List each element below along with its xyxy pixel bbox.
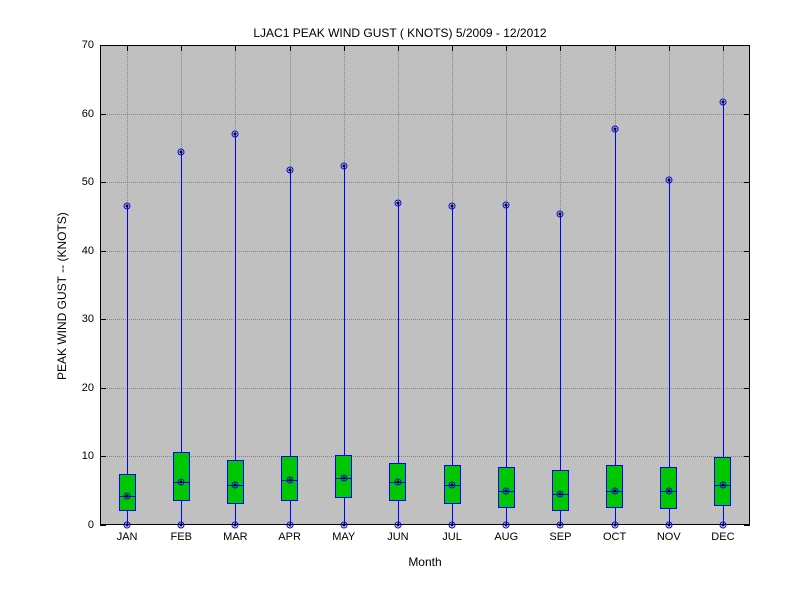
xtick-label: OCT (603, 531, 626, 543)
ytick-label: 70 (72, 39, 94, 51)
ytick (100, 251, 106, 252)
ytick (100, 114, 106, 115)
ytick (100, 182, 106, 183)
marker-dot (667, 489, 670, 492)
gridline-h (100, 319, 750, 320)
xtick (290, 45, 291, 51)
ytick (744, 525, 750, 526)
xtick-label: MAY (332, 531, 355, 543)
ytick-label: 10 (72, 450, 94, 462)
ytick-label: 50 (72, 176, 94, 188)
marker-dot (342, 524, 345, 527)
marker-dot (613, 489, 616, 492)
xtick (452, 45, 453, 51)
xtick-label: AUG (494, 531, 518, 543)
ytick (100, 319, 106, 320)
marker-dot (342, 164, 345, 167)
marker-dot (451, 524, 454, 527)
marker-dot (505, 489, 508, 492)
marker-dot (396, 524, 399, 527)
ytick-label: 30 (72, 313, 94, 325)
marker-dot (721, 484, 724, 487)
ytick-label: 40 (72, 245, 94, 257)
plot-area (100, 45, 750, 525)
marker-dot (288, 524, 291, 527)
marker-dot (396, 480, 399, 483)
marker-dot (288, 169, 291, 172)
y-axis-label: PEAK WIND GUST -- (KNOTS) (55, 212, 69, 380)
ytick-label: 60 (72, 108, 94, 120)
ytick (744, 388, 750, 389)
xtick-label: APR (278, 531, 301, 543)
marker-dot (667, 524, 670, 527)
ytick (100, 456, 106, 457)
marker-dot (613, 524, 616, 527)
xtick (181, 45, 182, 51)
ytick (100, 525, 106, 526)
marker-dot (126, 524, 129, 527)
marker-dot (667, 179, 670, 182)
xtick (398, 45, 399, 51)
xtick-label: SEP (549, 531, 571, 543)
ytick (744, 319, 750, 320)
xtick (615, 45, 616, 51)
marker-dot (451, 205, 454, 208)
chart-title: LJAC1 PEAK WIND GUST ( KNOTS) 5/2009 - 1… (0, 26, 800, 40)
ytick (744, 456, 750, 457)
gridline-h (100, 114, 750, 115)
ytick (744, 45, 750, 46)
marker-dot (180, 150, 183, 153)
marker-dot (234, 524, 237, 527)
xtick-label: NOV (657, 531, 681, 543)
marker-dot (505, 524, 508, 527)
marker-dot (180, 480, 183, 483)
marker-dot (234, 484, 237, 487)
xtick (127, 45, 128, 51)
marker-dot (613, 127, 616, 130)
x-axis-label: Month (100, 555, 750, 569)
marker-dot (559, 524, 562, 527)
xtick (723, 45, 724, 51)
xtick (344, 45, 345, 51)
marker-dot (451, 484, 454, 487)
gridline-h (100, 456, 750, 457)
marker-dot (126, 494, 129, 497)
marker-dot (721, 100, 724, 103)
ytick-label: 20 (72, 382, 94, 394)
marker-dot (559, 213, 562, 216)
xtick (560, 45, 561, 51)
xtick-label: JAN (117, 531, 138, 543)
ytick-label: 0 (72, 519, 94, 531)
marker-dot (126, 205, 129, 208)
marker-dot (559, 493, 562, 496)
chart-canvas: LJAC1 PEAK WIND GUST ( KNOTS) 5/2009 - 1… (0, 0, 800, 600)
xtick-label: JUL (442, 531, 462, 543)
ytick (100, 388, 106, 389)
xtick-label: FEB (171, 531, 192, 543)
marker-dot (180, 524, 183, 527)
xtick (669, 45, 670, 51)
xtick-label: DEC (711, 531, 734, 543)
marker-dot (342, 476, 345, 479)
xtick (506, 45, 507, 51)
gridline-h (100, 182, 750, 183)
ytick (744, 251, 750, 252)
gridline-h (100, 251, 750, 252)
gridline-h (100, 388, 750, 389)
ytick (100, 45, 106, 46)
marker-dot (396, 201, 399, 204)
marker-dot (234, 133, 237, 136)
xtick-label: MAR (223, 531, 247, 543)
marker-dot (505, 203, 508, 206)
ytick (744, 182, 750, 183)
ytick (744, 114, 750, 115)
box (173, 452, 190, 501)
marker-dot (721, 524, 724, 527)
marker-dot (288, 479, 291, 482)
xtick-label: JUN (387, 531, 408, 543)
xtick (235, 45, 236, 51)
